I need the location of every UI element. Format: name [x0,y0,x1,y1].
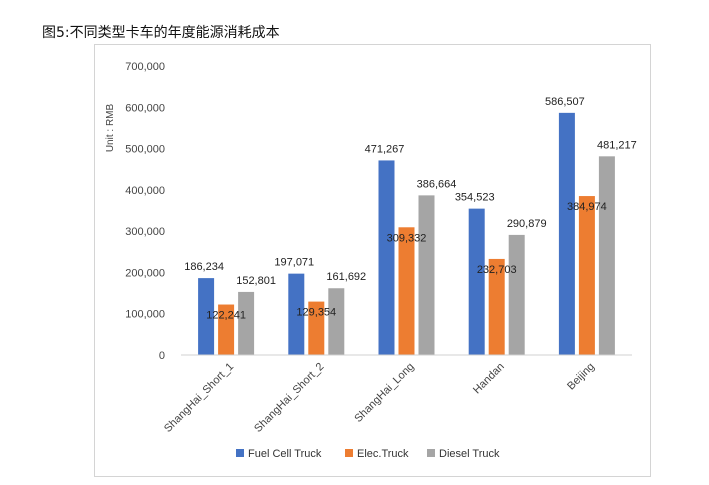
data-label: 197,071 [274,257,314,269]
data-label: 586,507 [545,96,585,108]
data-label: 161,692 [326,271,366,283]
bar-diesel-truck-1 [328,288,345,355]
category-labels: ShangHai_Short_1 ShangHai_Short_2 ShangHai… [162,361,597,435]
category-label: ShangHai_Long [352,361,416,425]
data-label: 354,523 [455,192,495,204]
category-label: Beijing [565,361,597,393]
bars [198,112,615,356]
bar-fuel-cell-truck-1 [288,273,305,355]
data-label: 481,217 [597,139,637,151]
bar-elec-truck-1 [308,301,325,355]
bar-elec-truck-4 [578,196,595,355]
data-label: 232,703 [477,264,517,276]
data-label: 186,234 [184,261,224,273]
y-axis-title: Unit : RMB [105,104,116,153]
category-label: ShangHai_Short_1 [162,361,236,435]
bar-diesel-truck-2 [418,195,435,355]
category-label: ShangHai_Short_2 [252,361,326,435]
y-tick-label: 400,000 [125,185,165,197]
bar-elec-truck-0 [218,304,235,355]
y-tick-label: 100,000 [125,309,165,321]
chart-frame [94,44,651,477]
figure-title: 图5:不同类型卡车的年度能源消耗成本 [42,25,280,41]
data-label: 386,664 [417,178,457,190]
bar-elec-truck-3 [488,258,505,355]
data-labels: 186,234 122,241 152,801 197,071 129,354 161,6… [184,96,637,322]
category-label: Handan [471,361,507,397]
data-label: 122,241 [206,310,246,322]
y-tick-label: 500,000 [125,144,165,156]
y-axis-title-group: Unit : RMB [105,104,116,153]
y-tick-label: 0 [159,350,165,362]
data-label: 152,801 [236,275,276,287]
bar-elec-truck-2 [398,227,415,355]
data-label: 309,332 [387,232,427,244]
bar-fuel-cell-truck-0 [198,278,215,355]
data-label: 290,879 [507,218,547,230]
bar-diesel-truck-0 [238,291,255,355]
legend-label: Fuel Cell Truck [248,448,322,460]
bar-fuel-cell-truck-4 [558,112,575,356]
y-tick-label: 300,000 [125,226,165,238]
bar-fuel-cell-truck-3 [468,208,485,355]
legend-label: Diesel Truck [439,448,500,460]
data-label: 129,354 [296,307,336,319]
bar-fuel-cell-truck-2 [378,160,395,355]
y-tick-label: 600,000 [125,102,165,114]
legend: Fuel Cell Truck Elec.Truck Diesel Truck [236,448,500,460]
legend-swatch [236,449,244,457]
bar-diesel-truck-3 [508,234,525,355]
y-tick-label: 700,000 [125,61,165,73]
legend-swatch [427,449,435,457]
y-tick-label: 200,000 [125,267,165,279]
data-label: 384,974 [567,201,607,213]
y-axis-ticks: 0 100,000 200,000 300,000 400,000 500,000 600,… [125,61,165,362]
legend-label: Elec.Truck [357,448,409,460]
data-label: 471,267 [365,143,405,155]
legend-swatch [345,449,353,457]
bar-diesel-truck-4 [598,156,615,355]
